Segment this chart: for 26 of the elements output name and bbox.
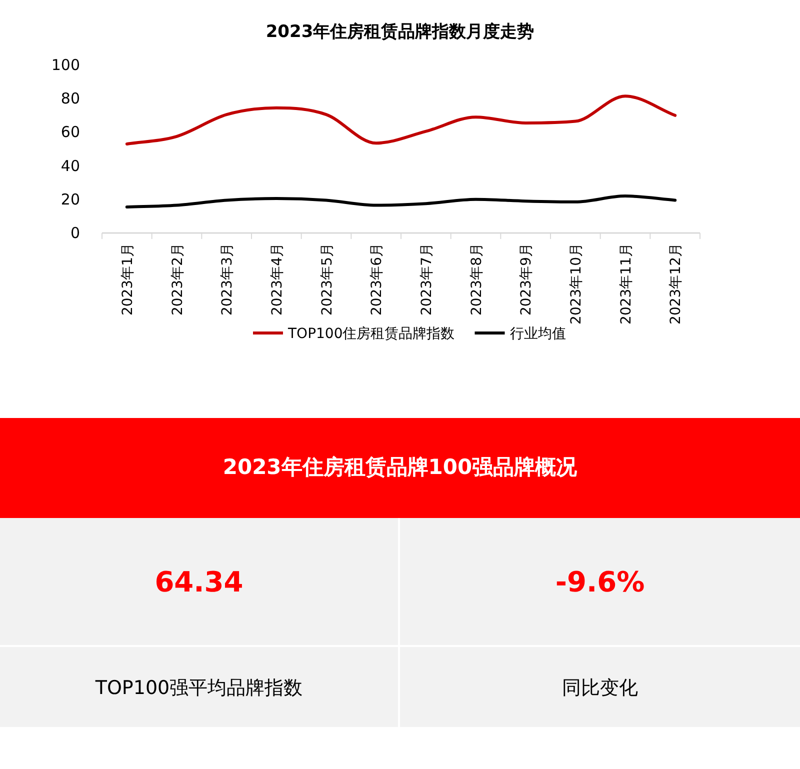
x-tick-label: 2023年8月 [468,243,485,316]
legend-label: TOP100住房租赁品牌指数 [287,326,455,342]
y-tick-label: 40 [60,156,80,175]
y-tick-label: 0 [70,224,80,242]
x-tick-label: 2023年11月 [618,243,634,324]
text: TOP100强平均品牌指数 [94,677,303,699]
x-tick-label: 2023年7月 [418,243,435,316]
x-tick-label: 2023年6月 [369,243,386,316]
x-tick-label: 2023年9月 [518,243,535,316]
y-tick-label: 60 [60,123,80,142]
x-tick-label: 2023年5月 [319,243,336,316]
text: 2023年住房租赁品牌100强品牌概况 [222,455,578,479]
x-tick-label: 2023年2月 [170,243,186,316]
x-tick-label: 2023年4月 [269,243,286,316]
x-tick-label: 2023年1月 [120,243,136,316]
y-tick-label: 80 [60,90,80,108]
chart-title: 2023年住房租赁品牌指数月度走势 [266,22,534,42]
y-tick-label: 100 [51,56,80,74]
x-tick-label: 2023年12月 [668,243,684,324]
text: -9.6% [555,566,645,598]
legend-label: 行业均值 [510,326,566,342]
text: 同比变化 [562,677,638,699]
x-tick-label: 2023年3月 [220,243,236,316]
text: 64.34 [154,566,244,598]
y-tick-label: 20 [60,190,80,208]
x-tick-label: 2023年10月 [568,243,584,324]
